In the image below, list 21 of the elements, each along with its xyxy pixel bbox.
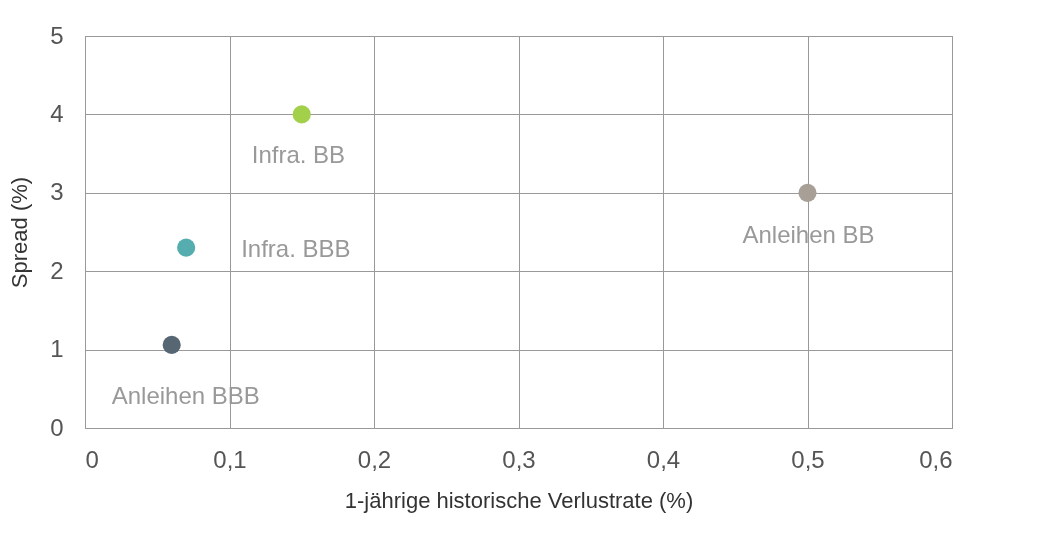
series-label: Infra. BBB [241, 234, 351, 262]
y-tick-label: 2 [50, 256, 64, 284]
y-tick-label: 4 [50, 99, 64, 127]
x-tick-label: 0,2 [357, 445, 392, 473]
series-label: Infra. BB [251, 141, 346, 169]
y-tick-label: 0 [50, 413, 64, 441]
x-tick-label: 0,4 [646, 445, 681, 473]
x-tick-label: 0,1 [213, 445, 247, 473]
x-tick-label: 0 [85, 445, 99, 473]
x-tick-label: 0,6 [919, 445, 953, 473]
point [798, 183, 817, 202]
point [162, 335, 181, 354]
y-tick-label: 1 [50, 335, 64, 363]
y-tick-label: 5 [50, 21, 64, 49]
x-tick-label: 0,5 [791, 445, 825, 473]
y-axis-title: Spread (%) [7, 176, 33, 289]
x-tick-label: 0,3 [502, 445, 536, 473]
y-tick-label: 3 [50, 178, 64, 206]
point [177, 238, 196, 257]
x-axis-title: 1-jährige historische Verlustrate (%) [344, 487, 694, 513]
point [292, 105, 311, 124]
